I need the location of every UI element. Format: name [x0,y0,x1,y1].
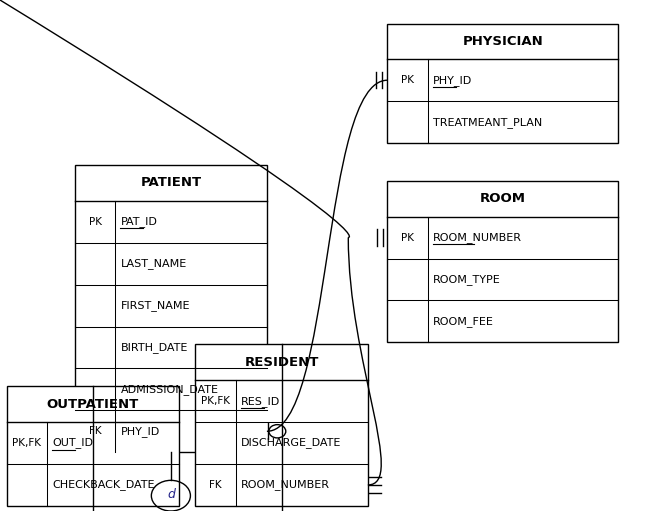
Text: PATIENT: PATIENT [141,176,201,190]
Text: d: d [167,487,175,501]
Text: PK: PK [401,75,414,85]
Text: PHY_ID: PHY_ID [120,426,159,437]
Text: PHY_ID: PHY_ID [433,75,472,86]
Text: PK,FK: PK,FK [201,396,230,406]
Text: ROOM: ROOM [480,192,526,205]
Text: RES_ID: RES_ID [241,396,280,407]
Text: FIRST_NAME: FIRST_NAME [120,300,190,311]
Text: PK,FK: PK,FK [12,438,41,448]
Text: ROOM_NUMBER: ROOM_NUMBER [433,232,522,243]
Bar [195,344,368,506]
Bar [387,181,618,342]
Text: FK: FK [89,426,102,436]
Text: FK: FK [209,480,222,490]
Text: ROOM_TYPE: ROOM_TYPE [433,274,501,285]
Bar [75,165,267,452]
Text: DISCHARGE_DATE: DISCHARGE_DATE [241,437,341,449]
Text: PK: PK [89,217,102,227]
Text: PK: PK [401,233,414,243]
Text: LAST_NAME: LAST_NAME [120,258,187,269]
Bar [387,24,618,143]
Text: ROOM_FEE: ROOM_FEE [433,316,494,327]
Text: ADMISSION_DATE: ADMISSION_DATE [120,384,219,395]
Text: BIRTH_DATE: BIRTH_DATE [120,342,187,353]
Text: RESIDENT: RESIDENT [244,356,319,369]
Text: PAT_ID: PAT_ID [120,216,158,227]
Text: OUTPATIENT: OUTPATIENT [47,398,139,411]
Text: ROOM_NUMBER: ROOM_NUMBER [241,479,330,491]
Text: TREATMEANT_PLAN: TREATMEANT_PLAN [433,117,542,128]
Bar [7,386,179,506]
Text: PHYSICIAN: PHYSICIAN [462,35,544,48]
Text: OUT_ID: OUT_ID [52,437,93,449]
Text: CHECKBACK_DATE: CHECKBACK_DATE [52,479,154,491]
